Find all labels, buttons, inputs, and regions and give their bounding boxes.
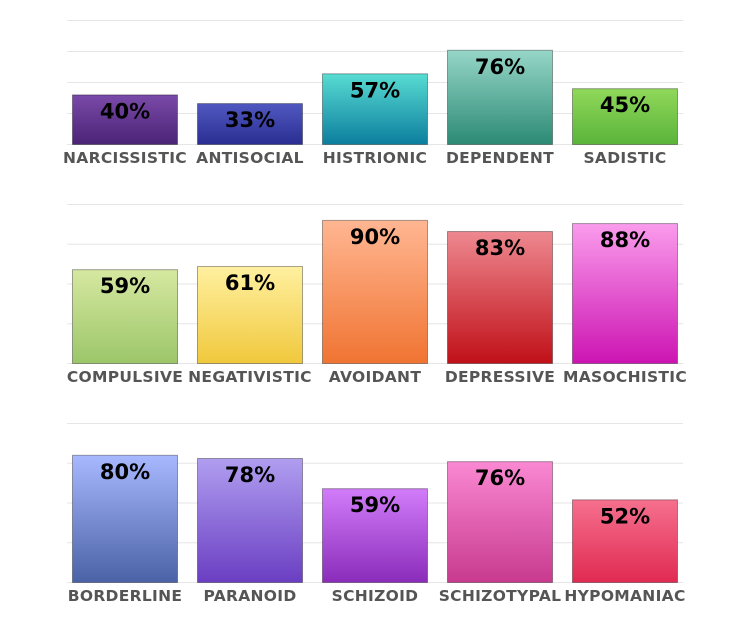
bar-narcissistic bbox=[72, 94, 178, 145]
category-label-narcissistic: NARCISSISTIC bbox=[63, 149, 187, 167]
category-label-depressive: DEPRESSIVE bbox=[445, 368, 555, 386]
value-label-narcissistic: 40% bbox=[100, 99, 150, 123]
chart-panel-2: 59% COMPULSIVE 61% NEGATIVISTIC 90% AVOIDANT 8… bbox=[67, 204, 687, 386]
value-label-antisocial: 33% bbox=[225, 108, 275, 132]
value-label-schizoid: 59% bbox=[350, 493, 400, 517]
category-label-masochistic: MASOCHISTIC bbox=[563, 368, 687, 386]
category-label-histrionic: HISTRIONIC bbox=[323, 149, 427, 167]
category-label-negativistic: NEGATIVISTIC bbox=[188, 368, 312, 386]
bar-hypomaniac bbox=[572, 499, 678, 584]
category-label-compulsive: COMPULSIVE bbox=[67, 368, 183, 386]
bar-negativistic bbox=[197, 266, 303, 365]
category-label-hypomaniac: HYPOMANIAC bbox=[564, 587, 685, 605]
chart-panel-3: 80% BORDERLINE 78% PARANOID 59% SCHIZOID 76% SC… bbox=[67, 423, 685, 605]
value-label-borderline: 80% bbox=[100, 460, 150, 484]
bar-histrionic bbox=[322, 73, 428, 145]
category-label-borderline: BORDERLINE bbox=[68, 587, 183, 605]
category-label-sadistic: SADISTIC bbox=[583, 149, 666, 167]
bar-schizotypal bbox=[447, 461, 553, 583]
bar-borderline bbox=[72, 454, 178, 583]
value-label-negativistic: 61% bbox=[225, 271, 275, 295]
value-label-hypomaniac: 52% bbox=[600, 504, 650, 528]
category-label-dependent: DEPENDENT bbox=[446, 149, 554, 167]
category-label-antisocial: ANTISOCIAL bbox=[196, 149, 304, 167]
bar-paranoid bbox=[197, 457, 303, 584]
value-label-sadistic: 45% bbox=[600, 93, 650, 117]
bar-compulsive bbox=[72, 269, 178, 364]
category-label-schizotypal: SCHIZOTYPAL bbox=[439, 587, 562, 605]
category-label-avoidant: AVOIDANT bbox=[329, 368, 422, 386]
bar-sadistic bbox=[572, 88, 678, 145]
category-label-paranoid: PARANOID bbox=[203, 587, 296, 605]
bar-schizoid bbox=[322, 488, 428, 583]
value-label-paranoid: 78% bbox=[225, 463, 275, 487]
value-label-avoidant: 90% bbox=[350, 225, 400, 249]
value-label-masochistic: 88% bbox=[600, 228, 650, 252]
category-label-schizoid: SCHIZOID bbox=[332, 587, 419, 605]
value-label-dependent: 76% bbox=[475, 55, 525, 79]
value-label-compulsive: 59% bbox=[100, 274, 150, 298]
value-label-depressive: 83% bbox=[475, 236, 525, 260]
bar-masochistic bbox=[572, 223, 678, 364]
chart-panel-1: 40% NARCISSISTIC 33% ANTISOCIAL 57% HISTRIONI… bbox=[63, 20, 683, 167]
value-label-schizotypal: 76% bbox=[475, 466, 525, 490]
value-label-histrionic: 57% bbox=[350, 78, 400, 102]
bar-antisocial bbox=[197, 103, 303, 145]
bar-avoidant bbox=[322, 219, 428, 364]
bar-dependent bbox=[447, 49, 553, 145]
bar-depressive bbox=[447, 231, 553, 364]
